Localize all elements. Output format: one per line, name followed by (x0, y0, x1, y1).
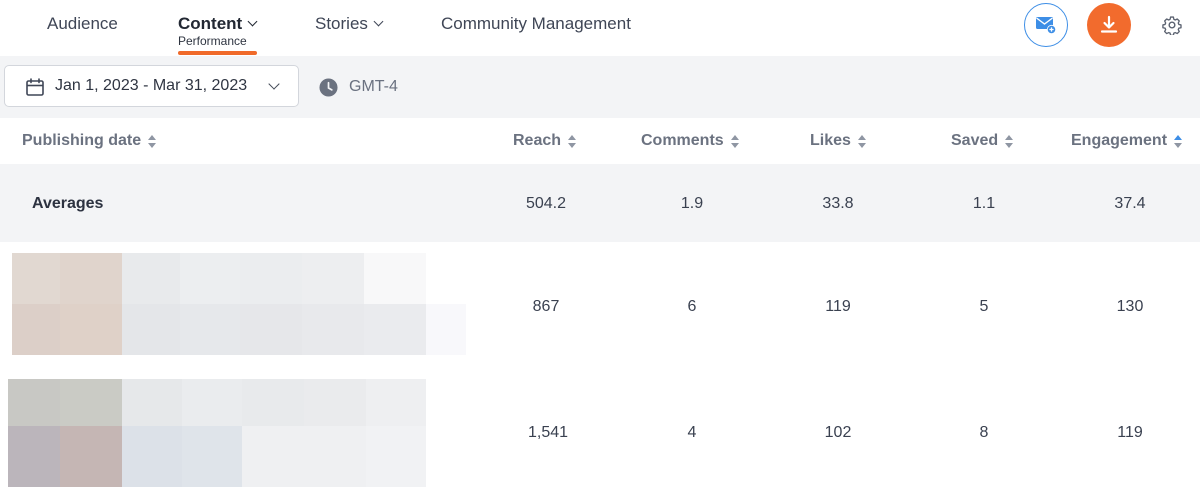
sort-icon (148, 134, 157, 148)
column-header-label: Reach (513, 132, 562, 149)
settings-button[interactable] (1161, 14, 1183, 36)
sort-icon (1005, 134, 1014, 148)
post-preview-blurred (12, 253, 466, 355)
nav-tab-content-label: Content (178, 14, 243, 33)
column-header-likes[interactable]: Likes (810, 132, 866, 150)
average-comments: 1.9 (680, 195, 704, 212)
row-saved: 5 (979, 298, 989, 315)
sort-icon (1174, 134, 1183, 148)
sort-icon (568, 134, 577, 148)
row-engagement: 119 (1117, 424, 1143, 441)
row-reach: 1,541 (527, 424, 569, 441)
column-header-publishing-date[interactable]: Publishing date (22, 132, 157, 150)
column-header-label: Publishing date (22, 132, 142, 149)
chevron-down-icon (268, 78, 280, 90)
calendar-icon (26, 78, 44, 96)
post-preview-blurred (8, 379, 426, 487)
table-header: Publishing date Reach Comments Likes Sav… (0, 118, 1200, 164)
column-header-label: Likes (810, 132, 851, 149)
mail-plus-icon (1036, 17, 1057, 35)
chevron-down-icon (373, 16, 384, 27)
nav-tab-content[interactable]: Content (178, 14, 258, 34)
averages-label: Averages (32, 195, 104, 212)
column-header-reach[interactable]: Reach (513, 132, 577, 150)
table-row[interactable]: 1,541 4 102 8 119 (0, 368, 1200, 495)
table-row[interactable]: 867 6 119 5 130 (0, 242, 1200, 368)
row-saved: 8 (979, 424, 989, 441)
average-engagement: 37.4 (1114, 195, 1146, 212)
row-likes: 102 (824, 424, 852, 441)
active-tab-indicator (178, 51, 257, 55)
average-reach: 504.2 (525, 195, 567, 212)
row-reach: 867 (532, 298, 560, 315)
chevron-down-icon (247, 16, 258, 27)
column-header-label: Engagement (1071, 132, 1168, 149)
nav-tab-audience-label: Audience (47, 14, 118, 33)
nav-tab-audience[interactable]: Audience (47, 14, 118, 34)
nav-tab-community-label: Community Management (441, 14, 631, 33)
date-range-picker[interactable]: Jan 1, 2023 - Mar 31, 2023 (4, 65, 299, 107)
column-header-engagement[interactable]: Engagement (1071, 132, 1183, 150)
column-header-label: Comments (641, 132, 724, 149)
timezone-label[interactable]: GMT-4 (349, 78, 398, 95)
row-comments: 6 (687, 298, 697, 315)
sort-icon (730, 134, 739, 148)
filter-bar: Jan 1, 2023 - Mar 31, 2023 GMT-4 (0, 56, 1200, 118)
nav-tab-stories[interactable]: Stories (315, 14, 384, 34)
nav-tab-content-sublabel: Performance (178, 34, 247, 48)
clock-icon (319, 78, 338, 97)
row-likes: 119 (825, 298, 851, 315)
download-button[interactable] (1087, 3, 1131, 47)
row-engagement: 130 (1116, 298, 1144, 315)
top-navigation: Audience Content Performance Stories Com… (0, 0, 1200, 56)
average-likes: 33.8 (822, 195, 854, 212)
average-saved: 1.1 (972, 195, 996, 212)
column-header-comments[interactable]: Comments (641, 132, 739, 150)
date-range-value: Jan 1, 2023 - Mar 31, 2023 (55, 77, 248, 94)
gear-icon (1162, 16, 1182, 35)
column-header-saved[interactable]: Saved (951, 132, 1014, 150)
nav-tab-stories-label: Stories (315, 14, 368, 33)
row-comments: 4 (687, 424, 697, 441)
nav-tab-community-management[interactable]: Community Management (441, 14, 631, 34)
download-icon (1100, 15, 1118, 33)
sort-icon (857, 134, 866, 148)
column-header-label: Saved (951, 132, 999, 149)
averages-row: Averages 504.2 1.9 33.8 1.1 37.4 (0, 164, 1200, 242)
email-report-button[interactable] (1024, 3, 1068, 47)
